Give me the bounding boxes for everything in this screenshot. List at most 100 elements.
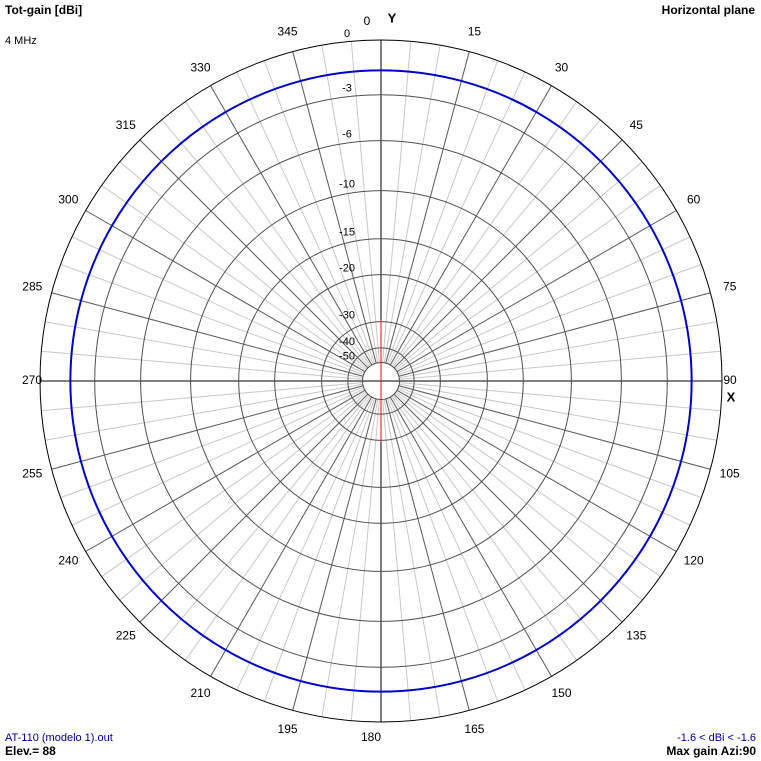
angle-label: 180: [361, 730, 381, 744]
minor-radial-line: [41, 350, 363, 380]
angle-label: 255: [22, 467, 42, 481]
minor-radial-line: [397, 388, 691, 526]
minor-radial-line: [45, 383, 363, 441]
minor-radial-line: [399, 383, 717, 441]
minor-radial-line: [263, 398, 376, 702]
grid: [39, 39, 723, 723]
y-axis-label: Y: [388, 10, 397, 25]
ring-grid-line: [94, 94, 668, 668]
minor-radial-line: [388, 397, 526, 691]
minor-radial-line: [350, 41, 380, 363]
max-gain: Max gain Azi:90: [666, 744, 756, 758]
radial-grid-line: [85, 210, 366, 373]
minor-radial-line: [399, 321, 717, 379]
minor-radial-line: [321, 45, 379, 363]
angle-label: 270: [22, 373, 42, 387]
radial-grid-line: [396, 210, 677, 373]
minor-radial-line: [236, 397, 374, 691]
minor-radial-line: [394, 392, 643, 601]
gain-pattern: [69, 69, 693, 693]
minor-radial-line: [399, 382, 721, 412]
file-name: AT-110 (modelo 1).out: [5, 732, 113, 744]
angle-label: 15: [468, 24, 482, 38]
angle-label: 75: [723, 280, 737, 294]
ring-label: -3: [342, 83, 352, 95]
gain-range: -1.6 < dBi < -1.6: [677, 732, 756, 744]
angle-label: 0: [364, 14, 371, 28]
minor-radial-line: [388, 71, 526, 365]
angle-label: 225: [116, 628, 136, 642]
ring-label: 0: [344, 28, 350, 40]
ring-grid-line: [39, 39, 723, 723]
minor-radial-line: [395, 185, 661, 371]
minor-radial-line: [399, 350, 721, 380]
angle-label: 285: [22, 280, 42, 294]
minor-radial-line: [60, 263, 364, 376]
radial-grid-line: [389, 396, 552, 677]
radial-grid-line: [385, 398, 470, 711]
ring-label: -50: [339, 350, 355, 362]
minor-radial-line: [391, 395, 577, 661]
angle-label: 90: [723, 373, 737, 387]
minor-radial-line: [60, 386, 364, 499]
radial-grid-line: [292, 398, 377, 711]
angle-label: 315: [116, 118, 136, 132]
angle-label: 150: [551, 686, 571, 700]
minor-radial-line: [398, 263, 702, 376]
minor-radial-line: [392, 394, 601, 643]
angle-label: 30: [555, 61, 569, 75]
angle-label: 120: [684, 554, 704, 568]
angle-label: 300: [58, 193, 78, 207]
radial-grid-line: [393, 139, 623, 369]
minor-radial-line: [185, 395, 371, 661]
radial-grid-line: [389, 85, 552, 366]
x-axis-label: X: [727, 389, 736, 404]
ring-grid-line: [238, 238, 524, 524]
angle-label: 45: [630, 118, 644, 132]
angle-label: 240: [58, 554, 78, 568]
minor-radial-line: [119, 161, 368, 370]
minor-radial-line: [71, 388, 365, 526]
angle-label: 165: [464, 722, 484, 736]
ring-label: -40: [339, 336, 355, 348]
minor-radial-line: [263, 60, 376, 364]
minor-radial-line: [101, 391, 367, 577]
angle-label: 195: [278, 722, 298, 736]
ring-grid-line: [140, 140, 622, 622]
radial-grid-line: [398, 385, 711, 470]
angle-label: 135: [626, 628, 646, 642]
minor-radial-line: [161, 394, 370, 643]
minor-radial-line: [398, 386, 702, 499]
minor-radial-line: [382, 399, 412, 721]
minor-radial-line: [391, 101, 577, 367]
minor-radial-line: [119, 392, 368, 601]
minor-radial-line: [185, 101, 371, 367]
ring-label: -6: [342, 129, 352, 141]
radial-grid-line: [210, 396, 373, 677]
minor-radial-line: [394, 161, 643, 370]
angle-label: 330: [190, 61, 210, 75]
minor-radial-line: [383, 399, 441, 717]
minor-radial-line: [395, 391, 661, 577]
minor-radial-line: [45, 321, 363, 379]
radial-grid-line: [139, 139, 369, 369]
ring-label: -15: [339, 227, 355, 239]
angle-label: 210: [190, 686, 210, 700]
plane-label: Horizontal plane: [662, 3, 756, 17]
minor-radial-line: [41, 382, 363, 412]
angle-label: 105: [720, 467, 740, 481]
minor-radial-line: [386, 60, 499, 364]
angle-label: 345: [278, 24, 298, 38]
minor-radial-line: [386, 398, 499, 702]
minor-radial-line: [71, 236, 365, 374]
radial-grid-line: [139, 393, 369, 623]
minor-radial-line: [101, 185, 367, 371]
minor-radial-line: [350, 399, 380, 721]
minor-radial-line: [236, 71, 374, 365]
ring-label: -30: [339, 310, 355, 322]
frequency: 4 MHz: [5, 35, 37, 47]
ring-grid-line: [190, 190, 572, 572]
radial-grid-line: [51, 385, 364, 470]
radial-grid-line: [398, 292, 711, 377]
